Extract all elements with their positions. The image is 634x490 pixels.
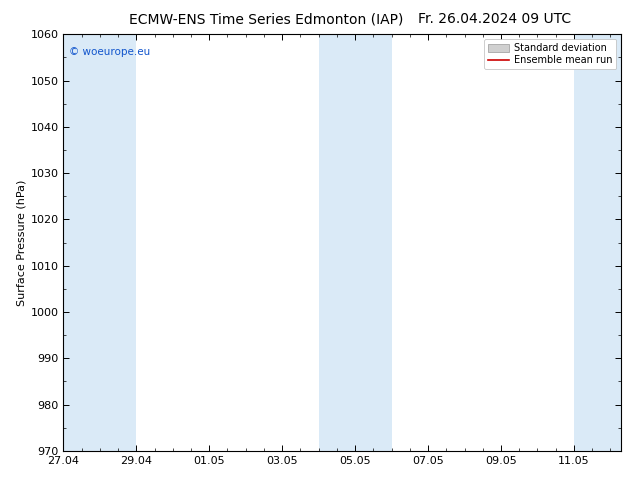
Text: ECMW-ENS Time Series Edmonton (IAP): ECMW-ENS Time Series Edmonton (IAP) <box>129 12 403 26</box>
Y-axis label: Surface Pressure (hPa): Surface Pressure (hPa) <box>16 179 26 306</box>
Bar <box>63 34 136 451</box>
Legend: Standard deviation, Ensemble mean run: Standard deviation, Ensemble mean run <box>484 39 616 70</box>
Text: © woeurope.eu: © woeurope.eu <box>69 47 150 57</box>
Text: Fr. 26.04.2024 09 UTC: Fr. 26.04.2024 09 UTC <box>418 12 571 26</box>
Bar <box>319 34 392 451</box>
Bar <box>574 34 634 451</box>
